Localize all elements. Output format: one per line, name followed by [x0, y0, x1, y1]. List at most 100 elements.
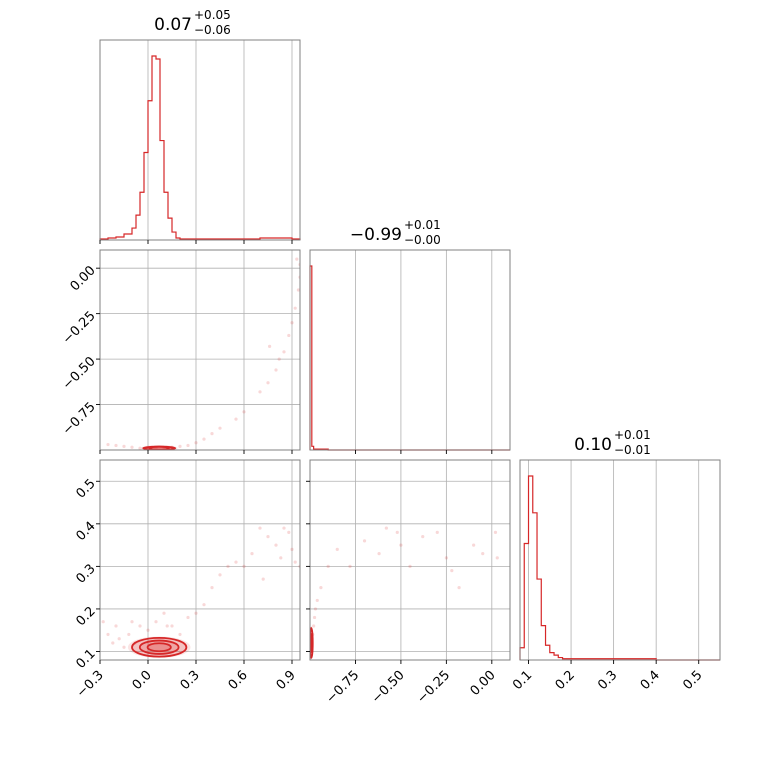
- scatter-point: [457, 586, 461, 590]
- scatter-point: [287, 333, 291, 338]
- scatter-point: [162, 611, 166, 615]
- scatter-points: [310, 526, 499, 660]
- y-tick-label: 0.5: [73, 476, 98, 501]
- x-tick-label: −0.75: [324, 668, 363, 707]
- scatter-point: [202, 437, 206, 441]
- scatter-point: [122, 645, 126, 649]
- x-tick-label: 0.3: [595, 668, 620, 693]
- scatter-point: [130, 620, 134, 624]
- scatter-point: [296, 288, 300, 292]
- scatter-point: [293, 306, 297, 310]
- scatter-point: [146, 628, 150, 632]
- scatter-panel-0-1: [99, 249, 301, 451]
- scatter-point: [165, 624, 169, 628]
- scatter-point: [122, 444, 126, 448]
- x-tick-label: 0.0: [130, 668, 155, 693]
- scatter-point: [194, 611, 198, 615]
- density-halo: [127, 636, 191, 659]
- histogram-panel-2: 0.10 +0.01−0.01: [519, 428, 721, 661]
- scatter-point: [290, 321, 294, 325]
- y-tick-label: −0.75: [60, 400, 99, 439]
- scatter-point: [384, 526, 388, 530]
- scatter-point: [277, 357, 281, 361]
- density-contour: [146, 642, 172, 653]
- panel-border: [99, 39, 301, 241]
- scatter-point: [106, 442, 110, 447]
- param-title-value: 0.10: [574, 435, 612, 455]
- param-title-value: 0.07: [154, 15, 192, 35]
- x-tick-label: 0.2: [553, 668, 578, 693]
- scatter-point: [495, 556, 499, 560]
- scatter-point: [287, 530, 291, 534]
- x-tick-label: 0.5: [680, 668, 705, 693]
- scatter-point: [335, 547, 339, 551]
- scatter-point: [326, 564, 330, 568]
- scatter-point: [472, 543, 476, 547]
- y-tick-label: 0.00: [68, 263, 99, 294]
- scatter-point: [202, 603, 206, 607]
- y-tick-label: −0.50: [60, 354, 99, 393]
- histogram-step-line: [519, 475, 720, 661]
- histogram-step-line: [99, 55, 301, 240]
- scatter-point: [114, 443, 118, 448]
- scatter-point: [114, 624, 118, 628]
- scatter-point: [127, 632, 131, 637]
- scatter-point: [194, 441, 198, 445]
- scatter-point: [210, 586, 214, 590]
- scatter-point: [138, 446, 142, 450]
- x-tick-label: 0.3: [178, 668, 203, 693]
- scatter-point: [117, 637, 121, 641]
- scatter-point: [242, 564, 246, 568]
- x-tick-label: −0.25: [414, 668, 453, 707]
- x-tick-label: 0.6: [226, 668, 251, 693]
- scatter-point: [315, 598, 319, 603]
- x-tick-label: 0.00: [468, 668, 499, 699]
- param-title-minus: −0.06: [194, 23, 231, 37]
- panel-border: [309, 249, 511, 451]
- scatter-point: [377, 552, 381, 556]
- scatter-panel-0-2: [99, 459, 301, 661]
- x-tick-label: −0.50: [369, 668, 408, 707]
- scatter-point: [395, 530, 399, 534]
- scatter-point: [493, 530, 498, 534]
- scatter-point: [312, 624, 316, 628]
- scatter-point: [282, 350, 286, 354]
- scatter-point: [154, 620, 158, 624]
- scatter-point: [319, 586, 323, 590]
- panel-border: [99, 249, 301, 451]
- scatter-point: [170, 624, 174, 628]
- scatter-point: [258, 390, 262, 394]
- y-tick-label: 0.4: [73, 519, 98, 544]
- y-tick-label: 0.3: [73, 561, 98, 586]
- param-title-plus: +0.01: [614, 428, 651, 442]
- scatter-point: [274, 543, 278, 547]
- scatter-point: [106, 632, 110, 637]
- scatter-point: [130, 445, 134, 449]
- scatter-point: [111, 641, 115, 645]
- y-tick-label: −0.25: [60, 309, 99, 348]
- scatter-point: [261, 577, 265, 581]
- param-title-plus: +0.01: [404, 218, 441, 232]
- scatter-point: [218, 426, 222, 430]
- scatter-point: [186, 443, 190, 448]
- scatter-point: [138, 624, 142, 628]
- scatter-point: [290, 547, 294, 551]
- histogram-panel-0: 0.07 +0.05−0.06: [99, 8, 301, 241]
- scatter-point: [101, 620, 105, 624]
- scatter-point: [266, 381, 270, 385]
- scatter-point: [274, 368, 278, 372]
- panel-border: [309, 459, 511, 661]
- scatter-point: [348, 564, 352, 568]
- scatter-panel-1-2: [309, 459, 511, 661]
- scatter-point: [444, 556, 448, 560]
- scatter-point: [435, 530, 439, 534]
- scatter-point: [312, 615, 317, 620]
- scatter-points: [106, 257, 300, 450]
- x-tick-label: −0.3: [74, 668, 107, 701]
- scatter-point: [234, 417, 238, 421]
- scatter-point: [279, 556, 283, 560]
- scatter-point: [186, 615, 190, 620]
- panel-border: [519, 459, 721, 661]
- panel-border: [99, 459, 301, 661]
